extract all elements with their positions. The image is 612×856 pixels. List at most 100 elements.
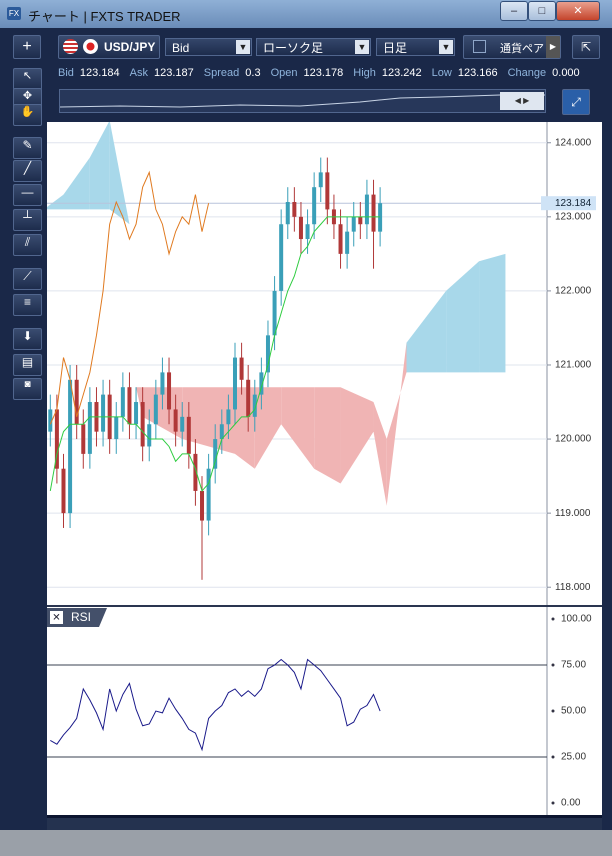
maximize-button[interactable]: □ <box>528 1 556 21</box>
close-button[interactable]: ✕ <box>556 1 600 21</box>
symbol-button[interactable]: USD/JPY <box>58 35 160 59</box>
candle-body <box>325 172 330 210</box>
navigator-graph <box>59 94 545 108</box>
chart: ✕ RSI 124.000 123.000 122.000 121.000 120.00… <box>47 122 602 815</box>
rsi-close-icon[interactable]: ✕ <box>52 613 60 624</box>
candle-body <box>127 387 132 425</box>
candle-body <box>48 409 53 432</box>
y-tick <box>551 801 555 805</box>
candle-body <box>371 194 376 232</box>
y-tick-label: 118.000 <box>555 582 591 593</box>
candle-body <box>272 290 277 336</box>
quote-label: High <box>353 67 376 79</box>
candle-body <box>305 224 310 240</box>
y-tick <box>551 617 555 621</box>
candle-body <box>285 202 290 225</box>
list-tool[interactable]: ▤ <box>13 354 42 376</box>
navigator-scroll[interactable]: ◀ ▶ <box>500 92 544 110</box>
navigator[interactable]: ◀ ▶ <box>59 89 546 113</box>
channel-tool[interactable]: ⫽ <box>13 234 42 256</box>
candle-body <box>219 424 224 440</box>
zoom-button[interactable]: ⤢ <box>562 89 590 115</box>
candle-body <box>364 194 369 225</box>
cloud <box>373 402 387 506</box>
download-tool[interactable]: ⬇ <box>13 328 42 350</box>
quote-bar: Bid 123.184 Ask 123.187 Spread 0.3 Open 123.178… <box>58 67 602 83</box>
candle-body <box>351 216 356 232</box>
y-tick-label: 120.000 <box>555 434 592 445</box>
candle-body <box>292 202 297 217</box>
cloud <box>340 387 374 484</box>
minimize-button[interactable]: – <box>500 1 528 21</box>
candle-body <box>160 372 165 395</box>
candle-body <box>54 409 59 469</box>
candle-body <box>259 372 264 395</box>
y-tick <box>551 709 555 713</box>
candle-body <box>140 402 145 447</box>
cloud <box>446 261 480 373</box>
y-tick-label: 121.000 <box>555 360 592 371</box>
candle-body <box>153 394 158 425</box>
hline-tool[interactable]: — <box>13 184 42 206</box>
hand-tool[interactable]: ✋ <box>13 104 42 126</box>
candle-body <box>298 216 303 240</box>
cloud <box>314 387 341 484</box>
quote-value: 123.178 <box>303 67 344 79</box>
y-tick-label: 100.00 <box>561 614 592 625</box>
undock-button[interactable]: ⇱ <box>572 35 600 59</box>
pair-button[interactable]: 通貨ペア ▶ <box>463 35 561 59</box>
quote-value: 123.166 <box>457 67 498 79</box>
candle-body <box>226 409 231 425</box>
pair-label: 通貨ペア <box>500 43 544 55</box>
app-icon: FX <box>7 7 21 20</box>
cloud <box>47 194 64 210</box>
candle-body <box>81 424 86 454</box>
title-bar: FX チャート | FXTS TRADER – □ ✕ <box>0 0 612 28</box>
candle-body <box>338 224 343 254</box>
rsi-title: RSI <box>71 610 91 624</box>
candle-body <box>167 372 172 410</box>
quote-label: Spread <box>203 67 240 79</box>
candle-body <box>345 231 350 254</box>
fibo-tool[interactable]: ≡ <box>13 294 42 316</box>
y-tick-label: 25.00 <box>561 752 586 763</box>
select-tool[interactable]: ↖ <box>13 68 42 90</box>
last-price-box <box>541 196 596 211</box>
cloud <box>479 253 506 373</box>
period-select[interactable]: 日足 ▼ <box>376 38 455 56</box>
pen-tool[interactable]: ✎ <box>13 137 42 159</box>
cloud <box>63 157 90 210</box>
price-type-select[interactable]: Bid ▼ <box>165 38 252 56</box>
us-flag <box>63 39 78 54</box>
camera-tool[interactable]: ◙ <box>13 378 42 400</box>
pair-arrow[interactable]: ▶ <box>546 36 560 58</box>
y-tick <box>551 663 555 667</box>
checkbox[interactable] <box>473 40 486 53</box>
chart-type-select[interactable]: ローソク足 ▼ <box>256 38 371 56</box>
vline-tool[interactable]: ┴ <box>13 209 42 231</box>
candle-body <box>193 453 198 491</box>
candle-body <box>378 203 383 232</box>
quote-value: 123.187 <box>154 67 194 79</box>
rsi-line <box>50 658 381 752</box>
cloud <box>386 342 407 506</box>
quote-value: 123.242 <box>381 67 422 79</box>
candle-body <box>252 394 257 417</box>
candle-body <box>358 216 363 225</box>
cloud <box>406 290 447 373</box>
trendline-tool[interactable]: ╱ <box>13 160 42 182</box>
chart-type: ローソク足 <box>263 41 324 55</box>
quote-label: Low <box>431 67 452 79</box>
candle-body <box>318 172 323 188</box>
add-button[interactable]: + <box>13 35 41 59</box>
candle-body <box>101 394 106 432</box>
candle-body <box>246 379 251 417</box>
candle-body <box>134 402 139 425</box>
fan-tool[interactable]: ⟋ <box>13 268 42 290</box>
quote-label: Bid <box>58 67 74 79</box>
quote-value: 123.184 <box>79 67 120 79</box>
rsi-close[interactable] <box>50 611 63 624</box>
candle-body <box>279 224 284 291</box>
y-tick-label: 124.000 <box>555 137 592 148</box>
